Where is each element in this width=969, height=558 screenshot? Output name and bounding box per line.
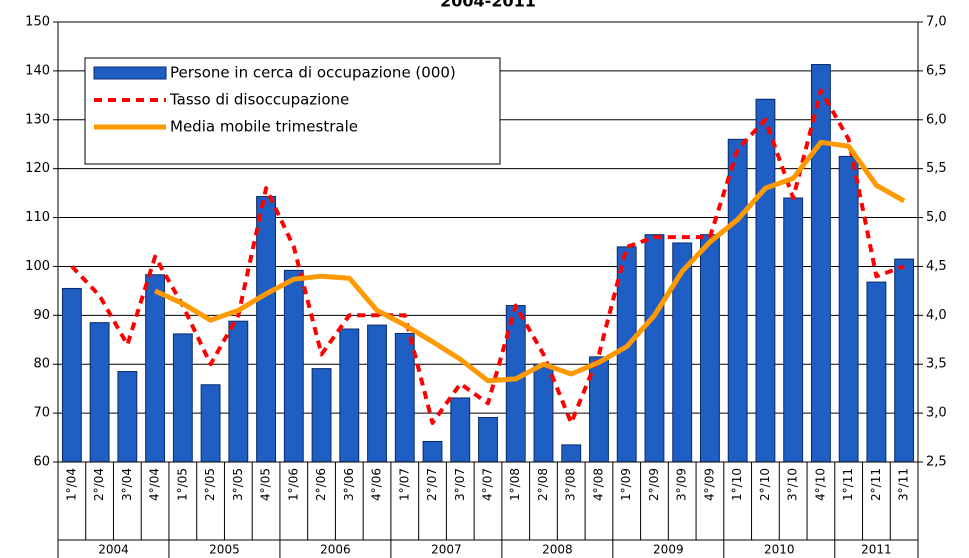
year-label: 2004 (98, 543, 129, 557)
bar (810, 64, 831, 463)
bar (89, 322, 110, 463)
year-label: 2008 (542, 543, 573, 557)
x-tick-label: 3°/08 (564, 468, 578, 501)
x-tick-label: 2°/06 (314, 468, 328, 501)
x-tick-label: 4°/08 (591, 468, 605, 501)
x-tick-label: 1°/06 (286, 468, 300, 501)
bar (283, 269, 304, 463)
y-tick-label: 90 (33, 308, 50, 323)
bar (616, 246, 637, 463)
bar (450, 397, 471, 463)
x-tick-label: 4°/06 (370, 468, 384, 501)
year-label: 2010 (764, 543, 795, 557)
x-tick-label: 3°/06 (342, 468, 356, 501)
bar (838, 155, 859, 463)
x-tick-label: 1°/10 (730, 468, 744, 501)
legend-label: Tasso di disoccupazione (169, 91, 349, 109)
y-tick-label: 150 (25, 15, 50, 30)
bar (561, 444, 582, 463)
y2-tick-label: 3,0 (926, 406, 947, 421)
bar (339, 328, 360, 463)
y-tick-label: 140 (25, 63, 50, 78)
bar (367, 324, 387, 463)
x-tick-label: 3°/10 (786, 468, 800, 501)
y2-tick-label: 6,5 (926, 63, 947, 78)
bar (200, 384, 221, 463)
year-label: 2006 (320, 543, 351, 557)
bar (422, 440, 443, 463)
y2-tick-label: 6,0 (926, 112, 947, 127)
bar (755, 98, 776, 463)
x-tick-label: 4°/04 (148, 468, 162, 501)
line (154, 139, 906, 384)
legend-label: Persone in cerca di occupazione (000) (170, 64, 456, 82)
bar (644, 234, 665, 463)
x-tick-label: 1°/04 (64, 468, 78, 501)
x-tick-label: 1°/05 (175, 468, 189, 501)
bar (256, 196, 276, 463)
x-tick-label: 4°/09 (702, 468, 716, 501)
line (70, 88, 905, 425)
bar (394, 332, 415, 463)
x-tick-label: 2°/09 (647, 468, 661, 501)
bar (172, 333, 193, 463)
bar (145, 274, 166, 463)
bar (61, 287, 82, 463)
bar (311, 368, 332, 463)
y-tick-label: 110 (25, 210, 50, 225)
x-tick-label: 2°/08 (536, 468, 550, 501)
x-tick-label: 2°/11 (869, 468, 883, 501)
legend: Persone in cerca di occupazione (000) Tas… (84, 57, 501, 165)
x-tick-label: 3°/04 (120, 468, 134, 501)
y-tick-label: 70 (33, 406, 50, 421)
x-tick-label: 2°/07 (425, 468, 439, 501)
x-tick-label: 2°/05 (203, 468, 217, 501)
year-label: 2005 (209, 543, 240, 557)
bar (783, 197, 804, 463)
y2-tick-label: 7,0 (926, 15, 947, 30)
y-tick-label: 80 (33, 357, 50, 372)
x-tick-label: 3°/07 (453, 468, 467, 501)
bar (478, 417, 498, 463)
y-tick-label: 60 (33, 455, 50, 470)
bar (894, 258, 915, 463)
bar (533, 363, 554, 463)
chart-title: 2004-2011 (440, 0, 536, 11)
x-tick-label: 3°/09 (675, 468, 689, 501)
plot-border (57, 21, 919, 463)
year-label: 2009 (653, 543, 684, 557)
x-tick-label: 4°/05 (259, 468, 273, 501)
y-tick-label: 100 (25, 259, 50, 274)
bar (866, 281, 887, 463)
x-tick-label: 1°/07 (397, 468, 411, 501)
legend-swatch (93, 66, 167, 80)
x-tick-label: 1°/08 (508, 468, 522, 501)
y2-tick-label: 5,0 (926, 210, 947, 225)
x-tick-label: 1°/09 (619, 468, 633, 501)
y2-tick-label: 5,5 (926, 161, 947, 176)
x-tick-label: 4°/07 (481, 468, 495, 501)
x-tick-label: 4°/10 (813, 468, 827, 501)
bar (700, 234, 720, 463)
x-tick-label: 2°/04 (92, 468, 106, 501)
year-label: 2007 (431, 543, 462, 557)
x-tick-label: 3°/11 (897, 468, 911, 501)
legend-label: Media mobile trimestrale (170, 118, 358, 136)
y2-tick-label: 4,0 (926, 308, 947, 323)
x-tick-label: 3°/05 (231, 468, 245, 501)
bar (727, 138, 748, 463)
y2-tick-label: 3,5 (926, 357, 947, 372)
x-tick-label: 2°/10 (758, 468, 772, 501)
bar (228, 320, 249, 463)
x-tick-label: 1°/11 (841, 468, 855, 501)
y-tick-label: 120 (25, 161, 50, 176)
bar (589, 356, 609, 463)
year-label: 2011 (861, 543, 892, 557)
y-tick-label: 130 (25, 112, 50, 127)
bar (505, 305, 526, 463)
bar (117, 371, 138, 463)
y2-tick-label: 4,5 (926, 259, 947, 274)
y2-tick-label: 2,5 (926, 455, 947, 470)
